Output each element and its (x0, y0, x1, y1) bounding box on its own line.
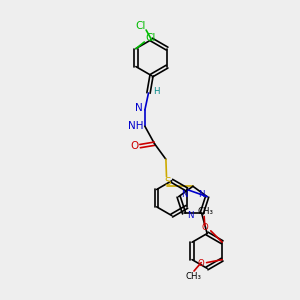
Text: CH₃: CH₃ (198, 206, 214, 215)
Text: H: H (153, 87, 160, 96)
Text: N: N (135, 103, 143, 113)
Text: N: N (198, 190, 204, 199)
Text: CH₃: CH₃ (186, 272, 202, 281)
Text: Cl: Cl (135, 21, 145, 31)
Text: O: O (201, 223, 208, 232)
Text: N: N (187, 211, 193, 220)
Text: NH: NH (128, 121, 144, 131)
Text: O: O (198, 259, 205, 268)
Text: S: S (164, 177, 171, 188)
Text: O: O (130, 141, 139, 152)
Text: Cl: Cl (145, 33, 155, 43)
Text: N: N (182, 190, 188, 199)
